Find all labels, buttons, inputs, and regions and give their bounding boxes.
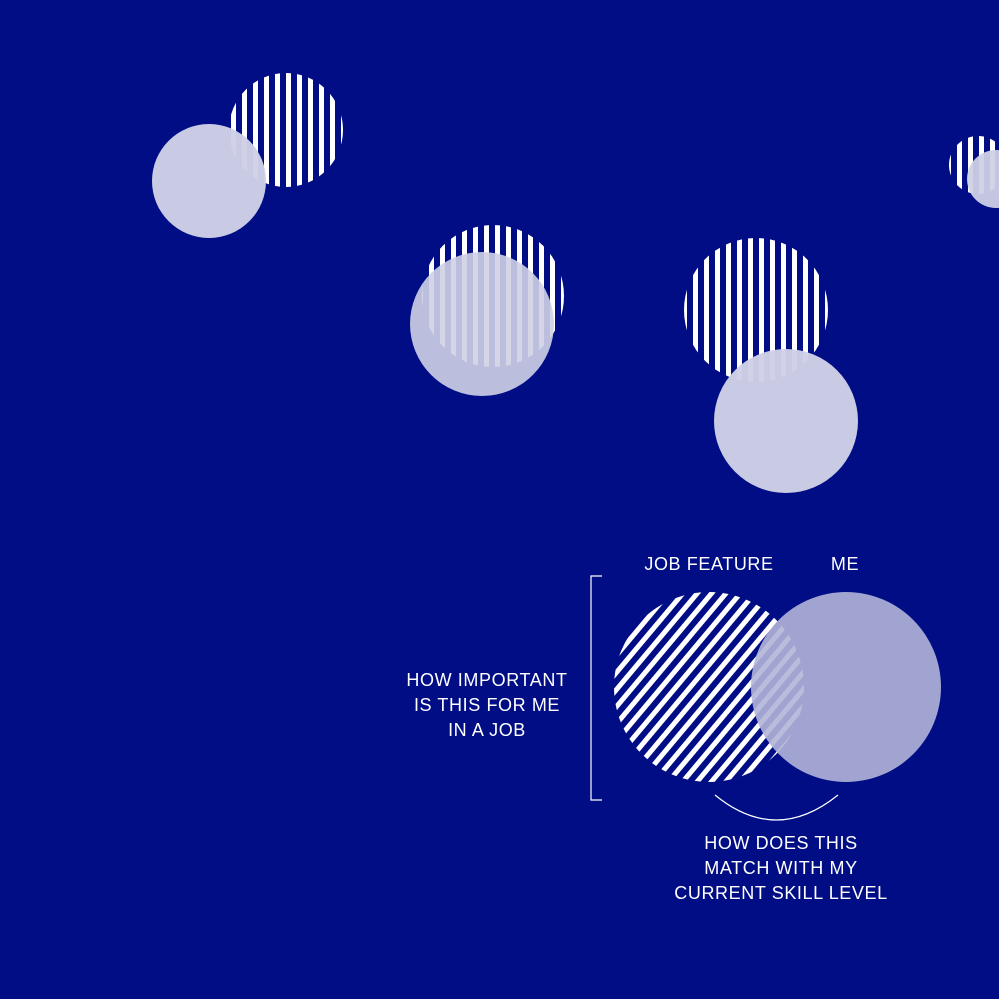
light-circle-icon: [751, 592, 941, 782]
circle-pair-1: [152, 73, 343, 238]
importance-caption: HOW IMPORTANT IS THIS FOR ME IN A JOB: [392, 668, 582, 743]
me-light-circle: [152, 124, 266, 238]
job-feature-striped-circle: [684, 238, 828, 382]
match-caption-line: HOW DOES THIS: [704, 833, 858, 853]
circle-pair-3: [684, 238, 858, 493]
match-arc: [714, 794, 839, 821]
importance-caption-line: HOW IMPORTANT: [406, 670, 568, 690]
legend-group: [590, 575, 941, 821]
me-label: ME: [830, 554, 860, 574]
job-feature-label: JOB FEATURE: [644, 554, 774, 574]
importance-caption-line: IS THIS FOR ME: [413, 695, 561, 715]
me-light-circle: [714, 349, 858, 493]
striped-circle-icon: [614, 592, 804, 782]
match-caption: HOW DOES THIS MATCH WITH MY CURRENT SKIL…: [661, 831, 901, 906]
match-caption-line: MATCH WITH MY: [704, 858, 858, 878]
me-light-circle: [967, 150, 999, 208]
me-light-circle: [410, 252, 554, 396]
circle-pair-2: [410, 225, 564, 396]
importance-caption-line: IN A JOB: [448, 720, 526, 740]
match-caption-line: CURRENT SKILL LEVEL: [674, 883, 888, 903]
circle-pair-4: [949, 136, 999, 208]
importance-bracket: [590, 575, 602, 801]
